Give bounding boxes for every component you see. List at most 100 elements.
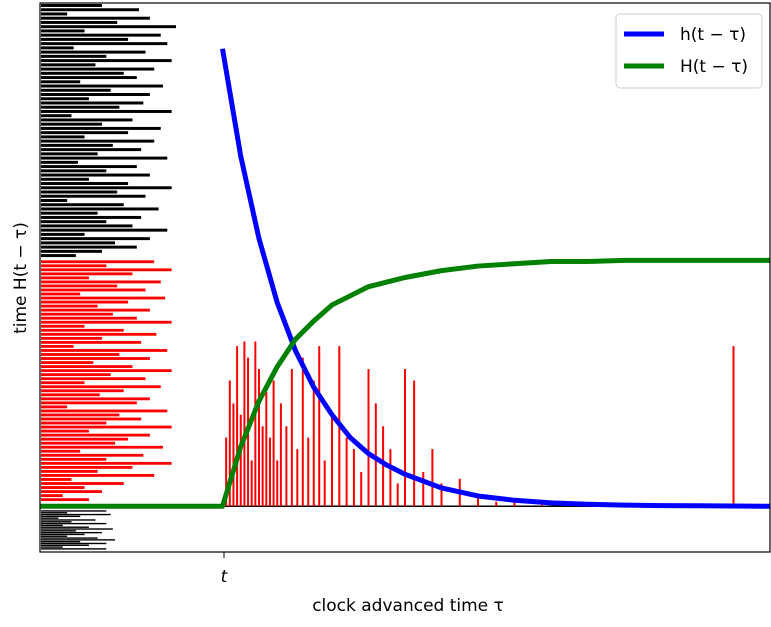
raster-bar-red	[41, 369, 172, 373]
raster-bar-red	[41, 332, 157, 336]
raster-bar-black-lower	[41, 521, 72, 523]
raster-bar-black-upper	[41, 105, 120, 109]
raster-bar-black-upper	[41, 207, 159, 211]
raster-bar-black-upper	[41, 194, 146, 198]
raster-bar-black-lower	[41, 548, 107, 550]
raster-bar-black-upper	[41, 84, 163, 88]
raster-bar-black-upper	[41, 254, 76, 258]
raster-bar-red	[41, 421, 107, 425]
raster-bar-red	[41, 457, 107, 461]
raster-bar-red	[41, 304, 98, 308]
raster-bar-red	[41, 336, 102, 340]
raster-bar-red	[41, 401, 137, 405]
raster-bar-red	[41, 328, 124, 332]
raster-bar-black-upper	[41, 101, 144, 105]
raster-bar-red	[41, 312, 113, 316]
raster-bar-black-upper	[41, 109, 172, 113]
raster-bar-red	[41, 373, 111, 377]
raster-bar-black-upper	[41, 25, 176, 29]
series-line-1	[40, 257, 770, 509]
raster-bar-black-upper	[41, 211, 98, 215]
raster-bar-red	[41, 413, 120, 417]
raster-bar-black-upper	[41, 118, 133, 122]
raster-bar-red	[41, 385, 161, 389]
raster-bar-red	[41, 425, 172, 429]
raster-bar-black-lower	[41, 531, 102, 534]
raster-bar-red	[41, 474, 155, 477]
raster-bar-black-lower	[41, 546, 63, 548]
raster-bar-black-upper	[41, 46, 74, 50]
raster-bar-black-lower	[41, 512, 68, 514]
raster-bar-red	[41, 417, 142, 421]
raster-bar-red	[41, 494, 63, 498]
raster-bar-black-upper	[41, 182, 129, 186]
raster-bar-black-upper	[41, 203, 124, 207]
raster-bar-red	[41, 449, 81, 453]
raster-bar-black-lower	[41, 515, 81, 518]
raster-bar-black-upper	[41, 165, 137, 169]
raster-bar-black-upper	[41, 173, 150, 177]
legend: h(t − τ) H(t − τ)	[615, 13, 763, 89]
raster-bar-black-lower	[41, 540, 81, 543]
raster-bar-black-lower	[41, 544, 89, 546]
raster-bar-black-upper	[41, 114, 72, 118]
raster-bar-red	[41, 433, 150, 437]
raster-bar-black-upper	[41, 76, 137, 80]
raster-bar-red	[41, 284, 118, 288]
raster-bar-red	[41, 405, 68, 409]
legend-label-h: h(t − τ)	[680, 25, 746, 45]
raster-bar-black-upper	[41, 228, 168, 232]
raster-bar-black-upper	[41, 88, 111, 92]
raster-bar-black-upper	[41, 12, 68, 16]
raster-bar-red	[41, 260, 155, 264]
raster-bar-black-lower	[41, 526, 89, 528]
raster-bar-black-upper	[41, 131, 129, 135]
raster-bar-red	[41, 469, 98, 473]
raster-bar-black-lower	[41, 522, 107, 525]
raster-bar-black-upper	[41, 186, 172, 190]
raster-bar-black-upper	[41, 160, 79, 164]
raster-bar-red	[41, 377, 146, 381]
raster-bar-black-upper	[41, 143, 113, 147]
raster-bar-black-upper	[41, 215, 142, 219]
x-tick-label: t	[221, 567, 229, 587]
y-axis-label: time H(t − τ)	[11, 222, 31, 334]
raster-bar-black-upper	[41, 37, 129, 41]
raster-bar-black-lower	[41, 539, 116, 541]
raster-bar-black-upper	[41, 80, 81, 84]
raster-bar-red	[41, 482, 124, 485]
raster-bar-black-lower	[41, 542, 107, 545]
raster-bar-red	[41, 498, 89, 502]
raster-bar-black-upper	[41, 249, 102, 253]
raster-bar-black-upper	[41, 241, 116, 245]
raster-bar-red	[41, 478, 72, 481]
raster-bar-black-upper	[41, 97, 89, 101]
raster-bar-red	[41, 389, 124, 393]
raster-bar-black-upper	[41, 50, 146, 54]
raster-bar-red	[41, 490, 102, 493]
raster-bar-black-lower	[41, 519, 96, 521]
raster-bar-black-upper	[41, 67, 155, 71]
raster-bar-black-upper	[41, 177, 89, 181]
raster-bar-black-upper	[41, 29, 85, 33]
raster-bar-red	[41, 296, 166, 300]
raster-bar-black-upper	[41, 245, 137, 249]
raster-bar-black-upper	[41, 232, 85, 236]
raster-bar-black-upper	[41, 148, 142, 152]
x-axis-label: clock advanced time τ	[312, 596, 504, 616]
raster-bar-red	[41, 353, 120, 356]
raster-bar-red	[41, 280, 161, 284]
raster-bar-red	[41, 308, 150, 312]
raster-bar-black-lower	[41, 513, 111, 516]
raster-bar-red	[41, 345, 74, 348]
raster-bar-black-lower	[41, 528, 113, 530]
raster-bar-black-lower	[41, 510, 107, 512]
raster-bar-red	[41, 272, 133, 276]
raster-bar-red	[41, 300, 129, 304]
raster-bar-black-upper	[41, 42, 168, 46]
raster-bar-black-upper	[41, 33, 161, 37]
axes-frame	[39, 2, 771, 553]
raster-bar-red	[41, 441, 116, 445]
raster-bar-red	[41, 264, 107, 268]
